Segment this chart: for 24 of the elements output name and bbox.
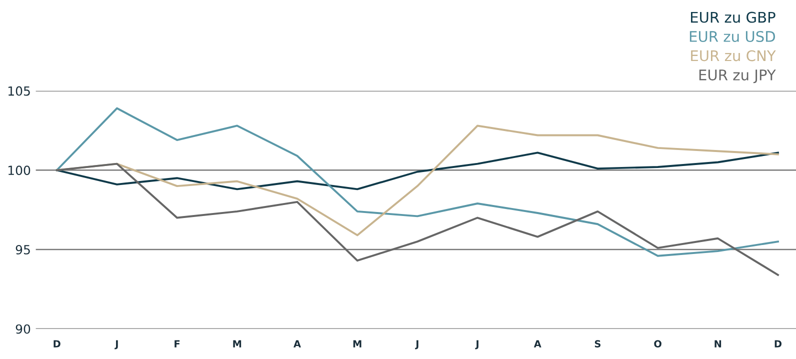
text: EUR zu USD xyxy=(690,30,775,42)
x-tick-label: A xyxy=(534,340,542,348)
x-tick-label: D xyxy=(774,340,782,348)
x-tick-label: D xyxy=(54,340,60,348)
y-tick-label: 95 xyxy=(16,244,30,254)
x-tick-label: M xyxy=(233,340,242,348)
x-tick-label: J xyxy=(415,340,418,350)
y-tick-label: 90 xyxy=(16,324,30,334)
y-tick-label: 100 xyxy=(8,166,30,176)
text: EUR zu JPY xyxy=(699,70,776,84)
x-tick-label: F xyxy=(174,340,180,348)
y-tick-label: 105 xyxy=(8,86,30,96)
line-series xyxy=(56,162,779,276)
x-tick-label: M xyxy=(353,340,362,348)
x-tick-label: J xyxy=(475,340,478,350)
line-series xyxy=(56,152,779,190)
x-tick-label: O xyxy=(654,340,662,348)
text: EUR zu CNY xyxy=(691,50,776,62)
line-series xyxy=(56,107,779,257)
x-tick-label: J xyxy=(114,340,118,350)
x-tick-label: A xyxy=(294,340,301,348)
x-tick-label: S xyxy=(594,340,600,348)
x-tick-label: N xyxy=(714,340,722,348)
text: EUR zu GBP xyxy=(690,12,776,23)
